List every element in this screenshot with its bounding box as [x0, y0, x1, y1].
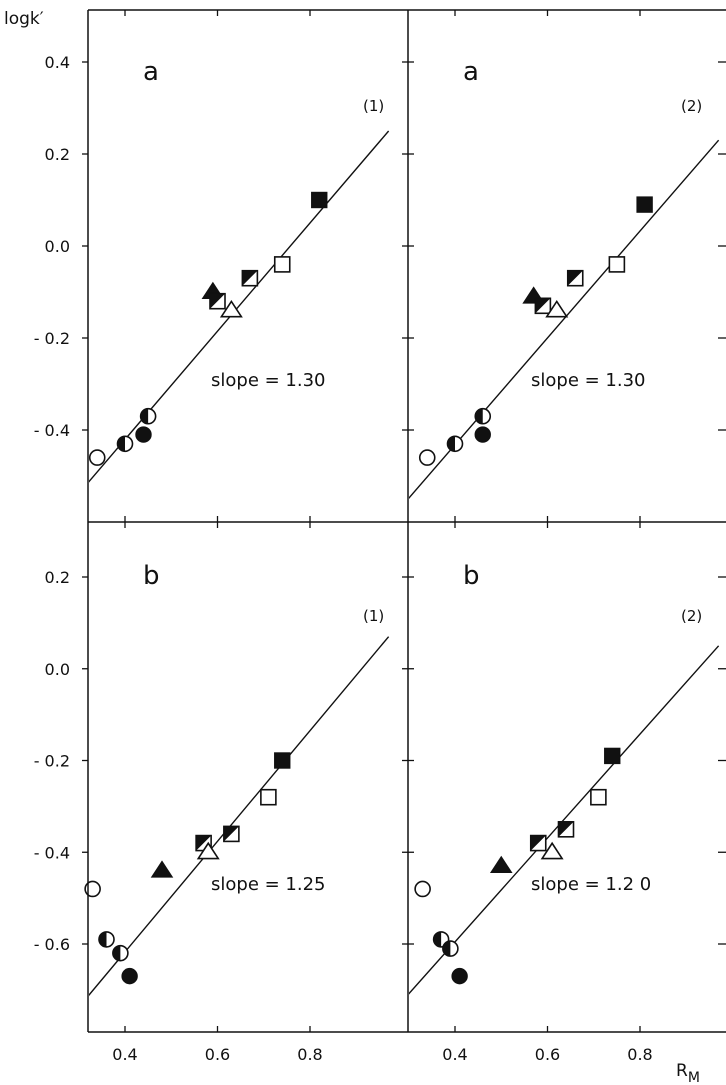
panel-a2: a (2) slope = 1.30 [409, 57, 720, 500]
data-point-square-half-5 [529, 834, 547, 852]
data-point-square-filled-9 [604, 747, 621, 765]
marker-half-fill [442, 941, 451, 957]
y-tick-label: - 0.4 [34, 843, 70, 862]
data-point-triangle-open-6 [545, 299, 569, 318]
marker-half-fill [530, 835, 546, 851]
panels-group: a (1) slope = 1.30 a (2) slope = 1.30 b (1) slop… [84, 57, 720, 997]
x-tick-label: 0.8 [627, 1045, 652, 1064]
y-axis-label: logk′ [4, 9, 44, 29]
data-point-circle-half-left-2 [442, 940, 459, 957]
marker-half-fill [558, 821, 574, 837]
data-point-circle-open-0 [88, 449, 106, 466]
data-point-square-filled-9 [274, 752, 291, 769]
x-tick-label: 0.6 [535, 1045, 560, 1064]
panel-b1: b (1) slope = 1.25 [84, 561, 390, 997]
data-point-square-open-8 [260, 788, 277, 806]
panel-a1: a (1) slope = 1.30 [88, 57, 390, 483]
data-point-triangle-open-6 [219, 299, 243, 318]
data-point-square-half-7 [566, 269, 584, 287]
marker-half-fill [433, 931, 442, 947]
data-point-triangle-open-6 [196, 841, 220, 860]
y-tick-label: 0.0 [45, 660, 70, 679]
data-point-square-open-8 [590, 788, 607, 806]
panel-b2: b (2) slope = 1.2 0 [409, 561, 720, 995]
data-point-circle-half-left-2 [112, 944, 129, 962]
x-tick-label: 0.4 [442, 1045, 467, 1064]
data-point-triangle-filled-4 [150, 860, 174, 878]
data-point-circle-open-0 [418, 449, 436, 466]
y-tick-label: - 0.2 [34, 329, 70, 348]
x-tick-label: 0.8 [297, 1045, 322, 1064]
data-point-circle-open-0 [84, 880, 101, 898]
panel-tag: (2) [681, 97, 702, 115]
panel-letter: b [463, 561, 480, 591]
data-point-square-filled-9 [636, 196, 653, 213]
data-point-circle-half-left-1 [116, 435, 134, 453]
slope-annotation: slope = 1.2 0 [531, 874, 651, 895]
data-point-square-half-7 [223, 825, 240, 843]
x-tick-label: 0.4 [112, 1045, 137, 1064]
data-point-circle-half-left-3 [139, 407, 157, 425]
data-point-square-open-8 [608, 256, 626, 273]
y-tick-label: 0.4 [45, 53, 70, 72]
data-point-triangle-open-6 [540, 841, 564, 860]
marker-half-fill [447, 436, 455, 452]
slope-annotation: slope = 1.30 [531, 370, 646, 391]
y-tick-label: 0.2 [45, 145, 70, 164]
data-point-circle-half-left-1 [98, 931, 115, 948]
data-point-circle-filled-3 [121, 967, 138, 985]
data-point-circle-half-left-2 [474, 407, 492, 425]
panel-tag: (2) [681, 607, 702, 625]
data-point-circle-half-left-1 [446, 435, 464, 453]
marker-half-fill [242, 270, 258, 286]
data-point-square-open-8 [273, 256, 291, 273]
marker-half-fill [140, 408, 149, 424]
marker-half-fill [99, 931, 107, 947]
data-point-square-half-5 [209, 292, 226, 310]
y-tick-label: 0.0 [45, 237, 70, 256]
y-tick-label: - 0.4 [34, 421, 70, 440]
panel-tag: (1) [363, 97, 384, 115]
y-tick-label: - 0.6 [34, 935, 70, 954]
data-point-circle-filled-3 [474, 426, 491, 443]
y-tick-label: - 0.2 [34, 752, 70, 771]
marker-half-fill [567, 270, 583, 286]
marker-half-fill [112, 945, 121, 961]
marker-half-fill [535, 298, 551, 314]
panel-letter: b [143, 561, 160, 591]
x-tick-label: 0.6 [205, 1045, 230, 1064]
slope-annotation: slope = 1.30 [211, 370, 326, 391]
marker-half-fill [117, 436, 125, 452]
marker-half-fill [196, 835, 212, 851]
y-tick-label: 0.2 [45, 568, 70, 587]
data-point-square-half-5 [534, 297, 552, 315]
slope-annotation: slope = 1.25 [211, 874, 326, 895]
marker-half-fill [210, 293, 225, 309]
panel-letter: a [463, 57, 479, 87]
data-point-square-filled-9 [311, 191, 328, 209]
data-point-triangle-filled-4 [489, 855, 513, 874]
data-point-circle-half-left-1 [432, 931, 450, 948]
marker-half-fill [475, 408, 483, 424]
data-point-square-half-7 [241, 269, 259, 287]
figure-frame: 0.4 0.2 0.0 - 0.2 - 0.4 0.2 0.0 - 0.2 - 0.4 - 0.6… [34, 9, 726, 1064]
x-axis-label: RM [676, 1061, 700, 1085]
panel-tag: (1) [363, 607, 384, 625]
data-point-circle-open-0 [414, 880, 431, 898]
marker-half-fill [223, 826, 239, 842]
data-point-circle-filled-3 [451, 967, 468, 985]
data-point-square-half-7 [557, 821, 575, 838]
data-point-circle-filled-2 [135, 426, 152, 443]
panel-letter: a [143, 57, 159, 87]
